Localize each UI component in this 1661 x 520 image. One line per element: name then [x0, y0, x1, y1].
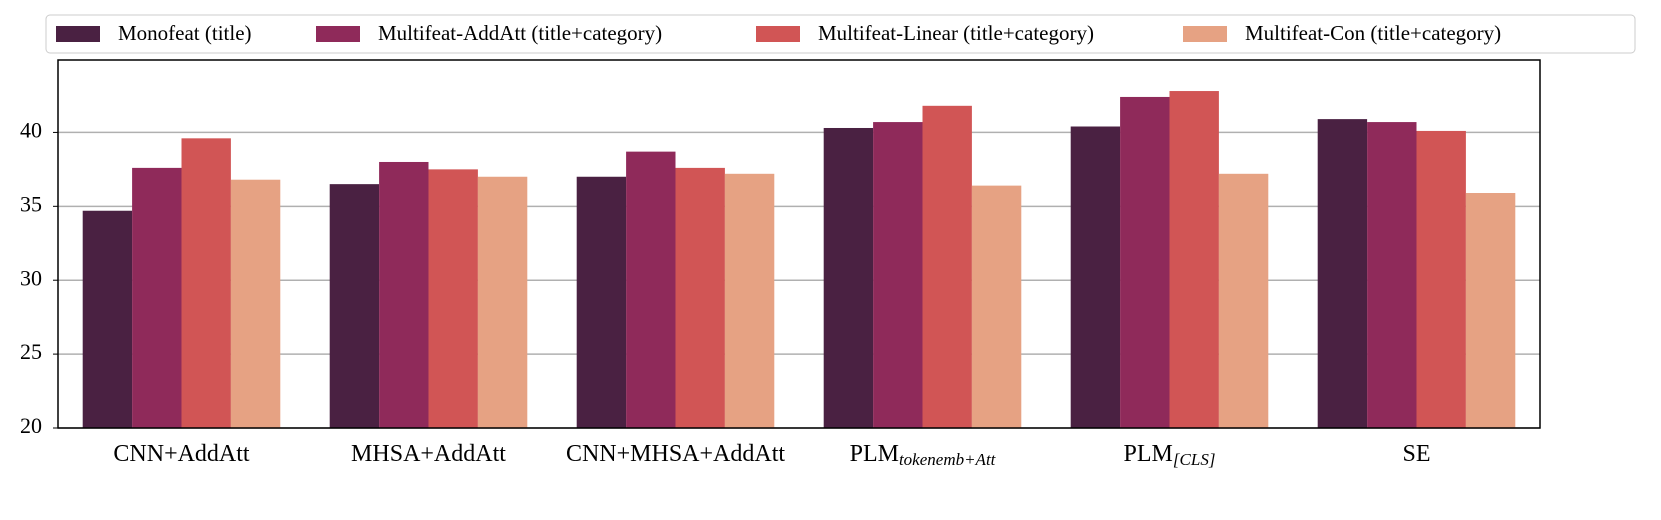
x-tick-label: MHSA+AddAtt — [351, 441, 506, 467]
bar — [1169, 91, 1219, 429]
bar — [1465, 193, 1516, 428]
bar — [132, 167, 182, 428]
y-tick-label: 35 — [20, 191, 42, 216]
bar — [971, 185, 1022, 428]
x-tick-label-main: CNN+MHSA+AddAtt — [566, 441, 785, 467]
bar — [823, 127, 874, 428]
bar — [230, 179, 281, 428]
x-tick-label: CNN+MHSA+AddAtt — [566, 441, 785, 467]
bar — [724, 173, 775, 428]
bar — [576, 176, 627, 428]
legend-frame — [45, 14, 1636, 54]
bar — [379, 161, 429, 429]
bar — [1416, 130, 1466, 428]
legend-swatch — [1183, 26, 1227, 42]
x-tick-label: CNN+AddAtt — [113, 441, 250, 467]
bar — [1070, 126, 1121, 428]
bar — [873, 122, 923, 428]
plot-frame — [57, 59, 1541, 429]
bar — [181, 138, 231, 428]
x-tick-label-subscript: [CLS] — [1173, 450, 1216, 469]
x-tick-label: SE — [1402, 441, 1430, 467]
legend-swatch — [56, 26, 100, 42]
y-tick-label: 40 — [20, 117, 42, 142]
bar — [428, 169, 478, 428]
legend-swatch — [316, 26, 360, 42]
bar — [82, 210, 133, 428]
x-tick-label-main: PLM — [1124, 441, 1173, 467]
y-tick-label: 30 — [20, 265, 42, 290]
legend-label: Multifeat-Linear (title+category) — [818, 21, 1094, 45]
x-tick-label-main: SE — [1402, 441, 1430, 467]
x-tick-label-main: MHSA+AddAtt — [351, 441, 506, 467]
bar — [329, 184, 380, 428]
y-tick-label: 25 — [20, 339, 42, 364]
legend-label: Multifeat-AddAtt (title+category) — [378, 21, 662, 45]
bar — [1120, 96, 1170, 429]
legend-label: Monofeat (title) — [118, 21, 252, 45]
x-tick-label-main: PLM — [850, 441, 899, 467]
bar — [922, 105, 972, 429]
x-tick-label-main: CNN+AddAtt — [113, 441, 250, 467]
y-tick-label: 20 — [20, 413, 42, 438]
x-tick-label: PLMtokenemb+Att — [850, 441, 997, 469]
bar — [477, 176, 528, 428]
bar — [1218, 173, 1269, 428]
bar — [1317, 119, 1368, 429]
x-tick-label-subscript: tokenemb+Att — [899, 450, 997, 469]
bar — [1367, 122, 1417, 428]
bar — [626, 151, 676, 428]
legend-label: Multifeat-Con (title+category) — [1245, 21, 1501, 45]
bar — [675, 167, 725, 428]
x-tick-label: PLM[CLS] — [1124, 441, 1216, 469]
legend-swatch — [756, 26, 800, 42]
